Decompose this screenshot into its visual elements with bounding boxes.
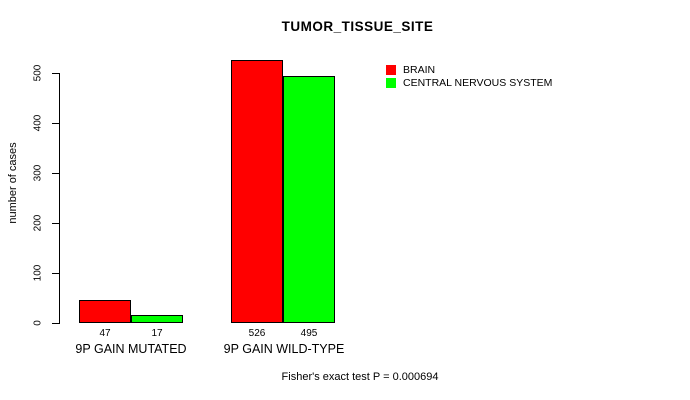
category-label-mutated: 9P GAIN MUTATED	[75, 342, 187, 356]
y-axis-tick	[52, 273, 60, 274]
y-tick-label: 0	[32, 320, 44, 326]
bar-cns-wildtype	[283, 75, 335, 323]
bar-value-label: 495	[300, 328, 318, 339]
legend-row-cns: CENTRAL NERVOUS SYSTEM	[386, 76, 552, 89]
bar-value-label: 17	[151, 328, 163, 339]
y-axis-title: number of cases	[7, 142, 19, 224]
y-axis-tick	[52, 73, 60, 74]
y-axis-line	[59, 73, 60, 324]
y-tick-label: 300	[32, 164, 44, 182]
y-axis-tick	[52, 223, 60, 224]
y-axis-tick	[52, 123, 60, 124]
y-tick-label: 500	[32, 64, 44, 82]
legend-swatch-green	[386, 77, 396, 88]
y-tick-label: 200	[32, 214, 44, 232]
fisher-test-annotation: Fisher's exact test P = 0.000694	[281, 371, 439, 383]
y-tick-label: 400	[32, 114, 44, 132]
y-axis-tick	[52, 323, 60, 324]
legend: BRAIN CENTRAL NERVOUS SYSTEM	[386, 63, 552, 89]
bar-brain-mutated	[79, 299, 131, 323]
legend-swatch-red	[386, 64, 396, 75]
legend-row-brain: BRAIN	[386, 63, 552, 76]
y-tick-label: 100	[32, 264, 44, 282]
bar-brain-wildtype	[231, 60, 283, 323]
bar-value-label: 47	[99, 328, 111, 339]
legend-label: BRAIN	[403, 63, 436, 76]
chart-title: TUMOR_TISSUE_SITE	[281, 19, 434, 34]
category-label-wildtype: 9P GAIN WILD-TYPE	[223, 342, 345, 356]
legend-label: CENTRAL NERVOUS SYSTEM	[403, 76, 553, 89]
bar-value-label: 526	[248, 328, 266, 339]
y-axis-tick	[52, 173, 60, 174]
bar-cns-mutated	[131, 314, 183, 323]
